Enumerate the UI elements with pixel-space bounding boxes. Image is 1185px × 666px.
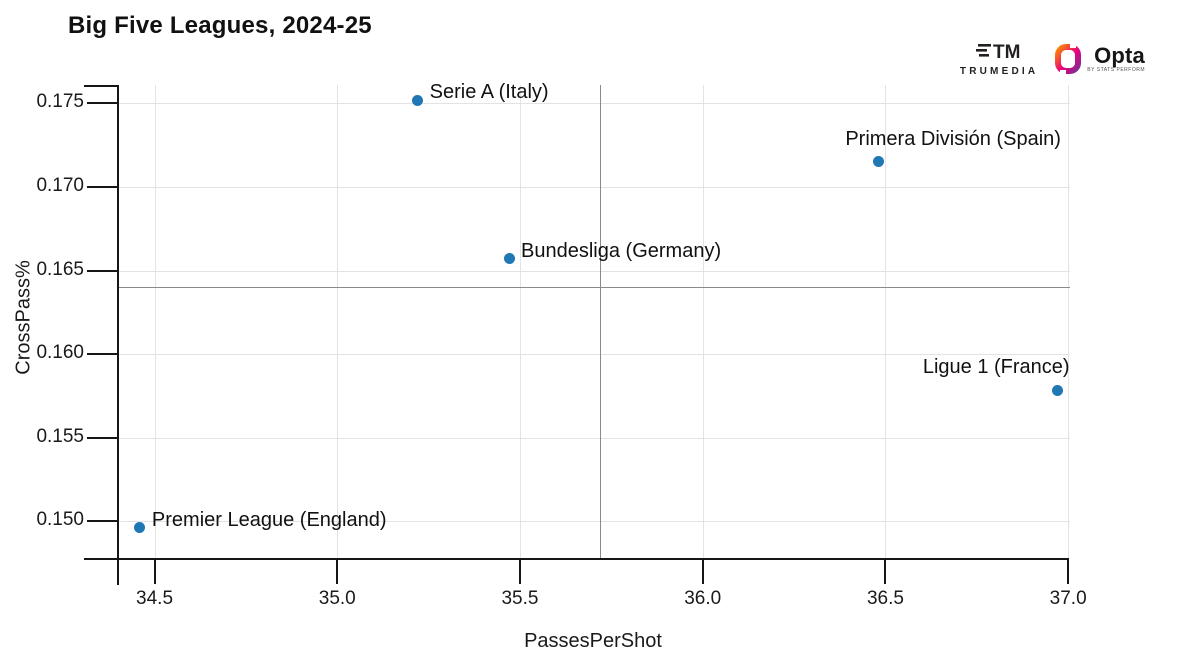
x-gridline [702,85,704,558]
y-axis-spine [117,85,119,585]
x-tick-mark [1067,558,1070,584]
y-gridline [118,186,1070,188]
x-tick-mark [336,558,339,584]
opta-logo: Opta BY STATS PERFORM [1054,42,1145,75]
x-gridline [337,85,339,558]
data-point-label: Serie A (Italy) [429,81,549,104]
data-point[interactable] [412,94,424,106]
y-axis-title: CrossPass% [12,260,35,375]
x-gridline [885,85,887,558]
data-point[interactable] [872,156,884,168]
y-tick-label: 0.170 [36,174,84,196]
x-tick-mark [701,558,704,584]
x-tick-mark [153,558,156,584]
y-gridline [118,437,1070,439]
data-point[interactable] [134,522,146,534]
y-tick-label: 0.155 [36,425,84,447]
x-gridline [154,85,156,558]
y-tick-mark [87,185,118,188]
trumedia-mark-icon: TM [976,42,1021,63]
y-axis-top-cap [84,85,118,87]
y-tick-mark [87,269,118,272]
y-gridline [118,521,1070,523]
y-gridline [118,354,1070,356]
data-point-label: Primera División (Spain) [845,127,1061,150]
y-tick-mark [87,436,118,439]
x-tick-label: 35.5 [501,588,539,609]
mean-x-line [600,85,602,558]
x-tick-mark [884,558,887,584]
y-tick-mark [87,520,118,523]
x-tick-mark [518,558,521,584]
y-tick-label: 0.165 [36,258,84,280]
branding-logos: TM TRUMEDIA Opta BY STATS PERFORM [960,40,1145,77]
opta-mark-icon [1055,42,1082,75]
svg-text:TM: TM [993,42,1020,63]
data-point-label: Premier League (England) [151,508,387,531]
y-tick-mark [87,353,118,356]
mean-y-line [118,287,1070,289]
y-tick-mark [87,102,118,105]
y-gridline [118,270,1070,272]
x-tick-label: 36.0 [684,588,722,609]
x-tick-label: 35.0 [318,588,356,609]
data-point[interactable] [1051,385,1063,397]
y-gridline [118,103,1070,105]
x-axis-title: PassesPerShot [524,630,662,652]
data-point[interactable] [503,253,515,265]
opta-sublabel: BY STATS PERFORM [1087,66,1145,73]
x-tick-label: 37.0 [1049,588,1087,609]
x-axis-spine [84,558,1069,560]
x-gridline [519,85,521,558]
data-point-label: Bundesliga (Germany) [521,239,722,262]
y-tick-label: 0.175 [36,91,84,113]
x-tick-label: 36.5 [866,588,904,609]
chart-title: Big Five Leagues, 2024-25 [68,12,372,39]
y-tick-label: 0.150 [36,509,84,531]
x-gridline [1068,85,1070,558]
x-tick-label: 34.5 [136,588,174,609]
y-tick-label: 0.160 [36,342,84,364]
opta-wordmark: Opta [1094,42,1145,68]
data-point-label: Ligue 1 (France) [922,355,1070,378]
trumedia-wordmark: TRUMEDIA [959,66,1039,77]
trumedia-logo: TM TRUMEDIA [960,40,1038,77]
